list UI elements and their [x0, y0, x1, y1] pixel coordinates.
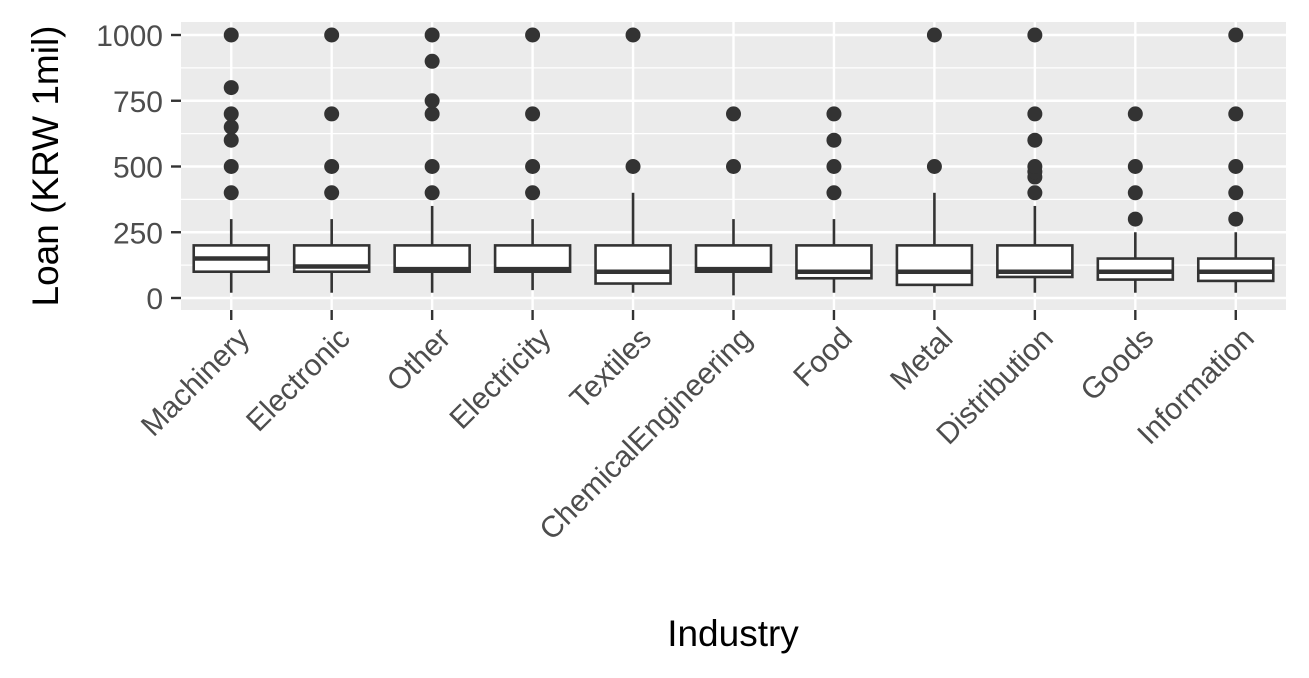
outlier-point [826, 106, 842, 122]
iqr-box [594, 244, 672, 285]
outlier-point [926, 159, 942, 174]
outlier-point [424, 185, 440, 201]
box-food [795, 106, 873, 293]
x-tick-label: Goods [1074, 322, 1160, 408]
outlier-point [223, 159, 239, 174]
outlier-point [223, 80, 239, 96]
box-goods [1096, 106, 1175, 293]
outlier-point [525, 185, 541, 201]
outlier-point [424, 159, 440, 174]
x-tick-label: Metal [884, 322, 959, 397]
outlier-point [324, 185, 340, 201]
outlier-point [223, 119, 239, 135]
outlier-point [1228, 27, 1244, 43]
outlier-point [525, 106, 541, 122]
outlier-point [1127, 185, 1143, 201]
box-electricity [493, 27, 572, 291]
outlier-point [826, 185, 842, 201]
box-distribution [996, 27, 1074, 293]
outlier-point [424, 106, 440, 122]
outlier-point [1027, 106, 1043, 122]
y-axis-title: Loan (KRW 1mil) [25, 25, 66, 306]
iqr-box [1096, 257, 1175, 281]
outlier-point [424, 27, 440, 43]
box-metal [895, 27, 974, 293]
outlier-point [1027, 159, 1043, 174]
outlier-point [1228, 185, 1244, 201]
y-tick-label: 1000 [96, 20, 163, 53]
box-electronic [292, 27, 371, 293]
outlier-point [223, 106, 239, 122]
y-axis: 0 250 500 750 1000 [96, 20, 181, 316]
x-tick-label: Electricity [443, 322, 557, 436]
outlier-point [625, 159, 641, 174]
box-machinery [192, 27, 271, 293]
outlier-point [223, 132, 239, 148]
box-information [1196, 27, 1275, 293]
boxes-layer [192, 27, 1275, 296]
iqr-box [895, 244, 974, 287]
outlier-point [525, 27, 541, 43]
outlier-point [826, 132, 842, 148]
outlier-point [1228, 211, 1244, 227]
outlier-point [826, 159, 842, 174]
outlier-point [424, 93, 440, 109]
box-chemicalengineering [694, 106, 773, 296]
outlier-point [1228, 106, 1244, 122]
outlier-point [1127, 211, 1143, 227]
outlier-point [1127, 159, 1143, 174]
outlier-point [324, 106, 340, 122]
x-tick-label: Machinery [135, 322, 256, 443]
outlier-point [625, 27, 641, 43]
x-axis-title: Industry [667, 613, 799, 654]
y-tick-label: 750 [113, 86, 163, 119]
outlier-point [424, 53, 440, 69]
outlier-point [324, 159, 340, 174]
y-tick-label: 0 [146, 283, 163, 316]
outlier-point [1027, 185, 1043, 201]
outlier-point [726, 159, 741, 174]
y-tick-label: 250 [113, 217, 163, 250]
outlier-point [926, 27, 942, 43]
x-tick-label: Food [787, 322, 859, 394]
box-other [393, 27, 471, 293]
box-textiles [594, 27, 672, 293]
outlier-point [1027, 132, 1043, 148]
outlier-point [525, 159, 541, 174]
x-tick-label: Textiles [564, 322, 658, 416]
x-tick-label: Electronic [240, 322, 356, 438]
outlier-point [1027, 27, 1043, 43]
outlier-point [1228, 159, 1244, 174]
x-tick-label: Other [381, 322, 457, 398]
outlier-point [223, 185, 239, 201]
outlier-point [1127, 106, 1143, 122]
outlier-point [324, 27, 340, 43]
outlier-point [223, 27, 239, 43]
y-tick-label: 500 [113, 152, 163, 185]
outlier-point [726, 106, 741, 122]
